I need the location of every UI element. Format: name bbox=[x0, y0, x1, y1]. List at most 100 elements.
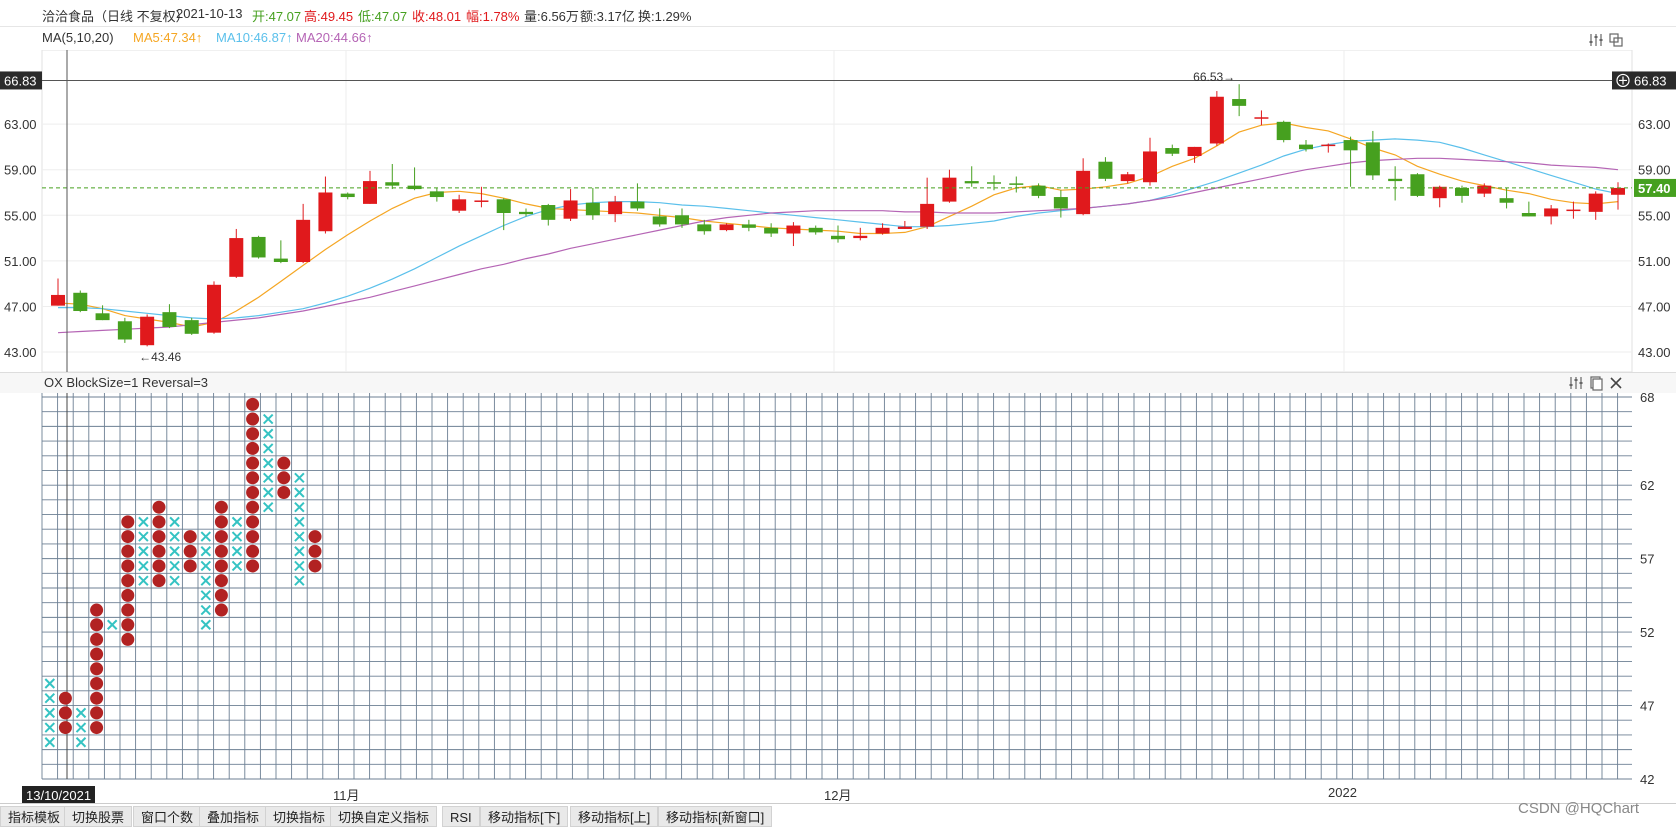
toolbar-tab[interactable]: 窗口个数 bbox=[133, 806, 202, 827]
cursor-date-label: 13/10/2021 bbox=[22, 786, 96, 805]
quote-date: 2021-10-13 bbox=[176, 6, 243, 21]
pf-copy-icon[interactable] bbox=[1588, 375, 1604, 391]
candle-body bbox=[719, 224, 734, 231]
candle-body bbox=[1232, 99, 1247, 106]
candle-body bbox=[1544, 208, 1559, 217]
pf-o-mark bbox=[308, 530, 322, 544]
pf-o-mark bbox=[277, 471, 291, 485]
candle-body bbox=[1477, 185, 1492, 194]
settings-sliders-icon[interactable] bbox=[1588, 32, 1604, 48]
kline-chart[interactable]: 43.00 43.00 47.00 47.00 51.00 51.00 55.00 55.00… bbox=[0, 50, 1676, 372]
pf-o-mark bbox=[90, 603, 104, 617]
pf-o-mark bbox=[90, 618, 104, 632]
pf-x-mark bbox=[294, 546, 305, 557]
pf-o-mark bbox=[58, 721, 72, 735]
pf-o-mark bbox=[121, 632, 135, 646]
toolbar-tab[interactable]: 叠加指标 bbox=[199, 806, 268, 827]
swap-indicator-icon[interactable] bbox=[1608, 32, 1624, 48]
pf-close-icon[interactable] bbox=[1608, 375, 1624, 391]
toolbar-tab[interactable]: 切换股票 bbox=[64, 806, 133, 827]
pf-x-mark bbox=[294, 531, 305, 542]
candle-body bbox=[875, 227, 890, 234]
candle-body bbox=[1499, 198, 1514, 203]
pf-x-mark bbox=[138, 560, 149, 572]
y-tick-left: 47.00 bbox=[4, 299, 37, 314]
toolbar-tab[interactable]: 切换指标 bbox=[265, 806, 334, 827]
toolbar-tab[interactable]: 移动指标[上] bbox=[570, 806, 659, 827]
turnover: 换:1.29% bbox=[638, 9, 692, 24]
pf-y-tick: 42 bbox=[1640, 772, 1654, 786]
pf-o-mark bbox=[90, 662, 104, 676]
candle-body bbox=[1098, 161, 1113, 179]
pf-x-mark bbox=[294, 560, 305, 572]
pf-o-mark bbox=[152, 544, 166, 558]
candle-body bbox=[1009, 183, 1024, 185]
pf-o-mark bbox=[152, 574, 166, 588]
candle-body bbox=[452, 199, 467, 211]
candle-body bbox=[318, 192, 333, 232]
pf-x-mark bbox=[44, 737, 56, 748]
candle-body bbox=[897, 226, 912, 229]
y-tick-right: 63.00 bbox=[1638, 117, 1671, 132]
pf-x-mark bbox=[231, 516, 243, 528]
pf-o-mark bbox=[214, 500, 228, 514]
watermark: CSDN @HQChart bbox=[1518, 800, 1640, 817]
pf-o-mark bbox=[246, 544, 260, 558]
candle-body bbox=[1254, 117, 1269, 119]
candle-body bbox=[1365, 142, 1380, 176]
pf-o-mark bbox=[246, 486, 260, 499]
toolbar-tab[interactable]: 移动指标[新窗口] bbox=[658, 806, 773, 827]
toolbar-tab[interactable]: RSI bbox=[442, 806, 480, 827]
y-tick-left: 55.00 bbox=[4, 208, 37, 223]
candle-body bbox=[741, 224, 756, 228]
pf-x-mark bbox=[262, 413, 274, 425]
pf-x-mark bbox=[106, 619, 118, 630]
candle-body bbox=[541, 205, 556, 220]
pf-x-mark bbox=[44, 707, 56, 719]
toolbar-tab[interactable]: 指标模板 bbox=[0, 806, 69, 827]
pf-o-mark bbox=[90, 677, 104, 690]
pf-o-mark bbox=[246, 427, 260, 441]
pf-x-mark bbox=[200, 590, 212, 601]
pf-o-mark bbox=[214, 515, 228, 529]
pf-o-mark bbox=[277, 486, 291, 499]
pf-o-mark bbox=[121, 544, 135, 558]
pf-chart[interactable]: 42 47 52 57 62 68 bbox=[0, 393, 1676, 786]
candle-body bbox=[1299, 144, 1313, 150]
candle-body bbox=[273, 258, 288, 263]
pf-o-mark bbox=[246, 559, 260, 573]
open-price: 开:47.07 bbox=[252, 9, 302, 24]
y-tick-right: 47.00 bbox=[1638, 299, 1671, 314]
candle-body bbox=[1321, 144, 1336, 147]
ma10-line bbox=[58, 138, 1619, 320]
candle-body bbox=[1588, 193, 1603, 212]
pf-o-mark bbox=[121, 515, 135, 529]
pf-x-mark bbox=[75, 707, 87, 719]
candle-body bbox=[1076, 170, 1091, 215]
candle-body bbox=[786, 225, 801, 234]
pf-y-tick: 47 bbox=[1640, 699, 1654, 714]
pf-o-mark bbox=[246, 441, 260, 455]
pf-o-mark bbox=[277, 456, 291, 470]
last-price-label: 57.40 bbox=[1638, 181, 1671, 196]
candle-body bbox=[942, 177, 957, 202]
close-price: 收:48.01 bbox=[412, 9, 462, 24]
candle-body bbox=[1031, 185, 1046, 196]
crosshair-price-right: 66.83 bbox=[1634, 73, 1667, 88]
high-price: 高:49.45 bbox=[304, 9, 354, 24]
toolbar-tab[interactable]: 移动指标[下] bbox=[480, 806, 569, 827]
pf-settings-icon[interactable] bbox=[1568, 375, 1584, 391]
candle-body bbox=[117, 321, 132, 340]
ma10-value: MA10:46.87↑ bbox=[216, 30, 293, 45]
ma-label: MA(5,10,20) bbox=[42, 30, 114, 45]
y-tick-right: 59.00 bbox=[1638, 163, 1671, 178]
x-tick-nov: 11月 bbox=[333, 788, 360, 803]
candle-body bbox=[1566, 209, 1581, 212]
pf-x-mark bbox=[138, 546, 149, 557]
pf-x-mark bbox=[44, 678, 56, 689]
candle-body bbox=[140, 316, 155, 346]
pf-o-mark bbox=[121, 559, 135, 573]
toolbar-tab[interactable]: 切换自定义指标 bbox=[330, 806, 438, 827]
last-price-badge bbox=[1634, 178, 1676, 197]
pf-x-mark bbox=[75, 737, 87, 748]
